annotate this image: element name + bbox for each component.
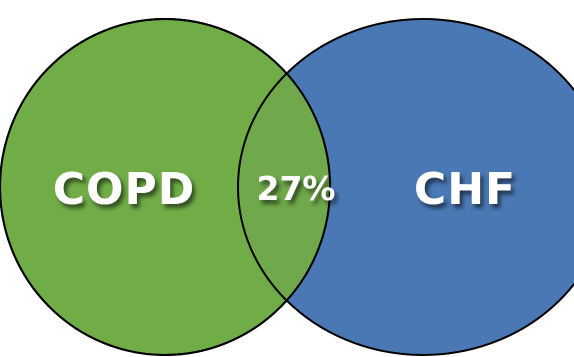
chf-label: CHF (414, 164, 516, 215)
copd-label: COPD (53, 164, 195, 215)
intersection-region (237, 19, 330, 355)
copd-circle-outline (0, 18, 331, 356)
intersection-label: 27% (257, 169, 336, 208)
